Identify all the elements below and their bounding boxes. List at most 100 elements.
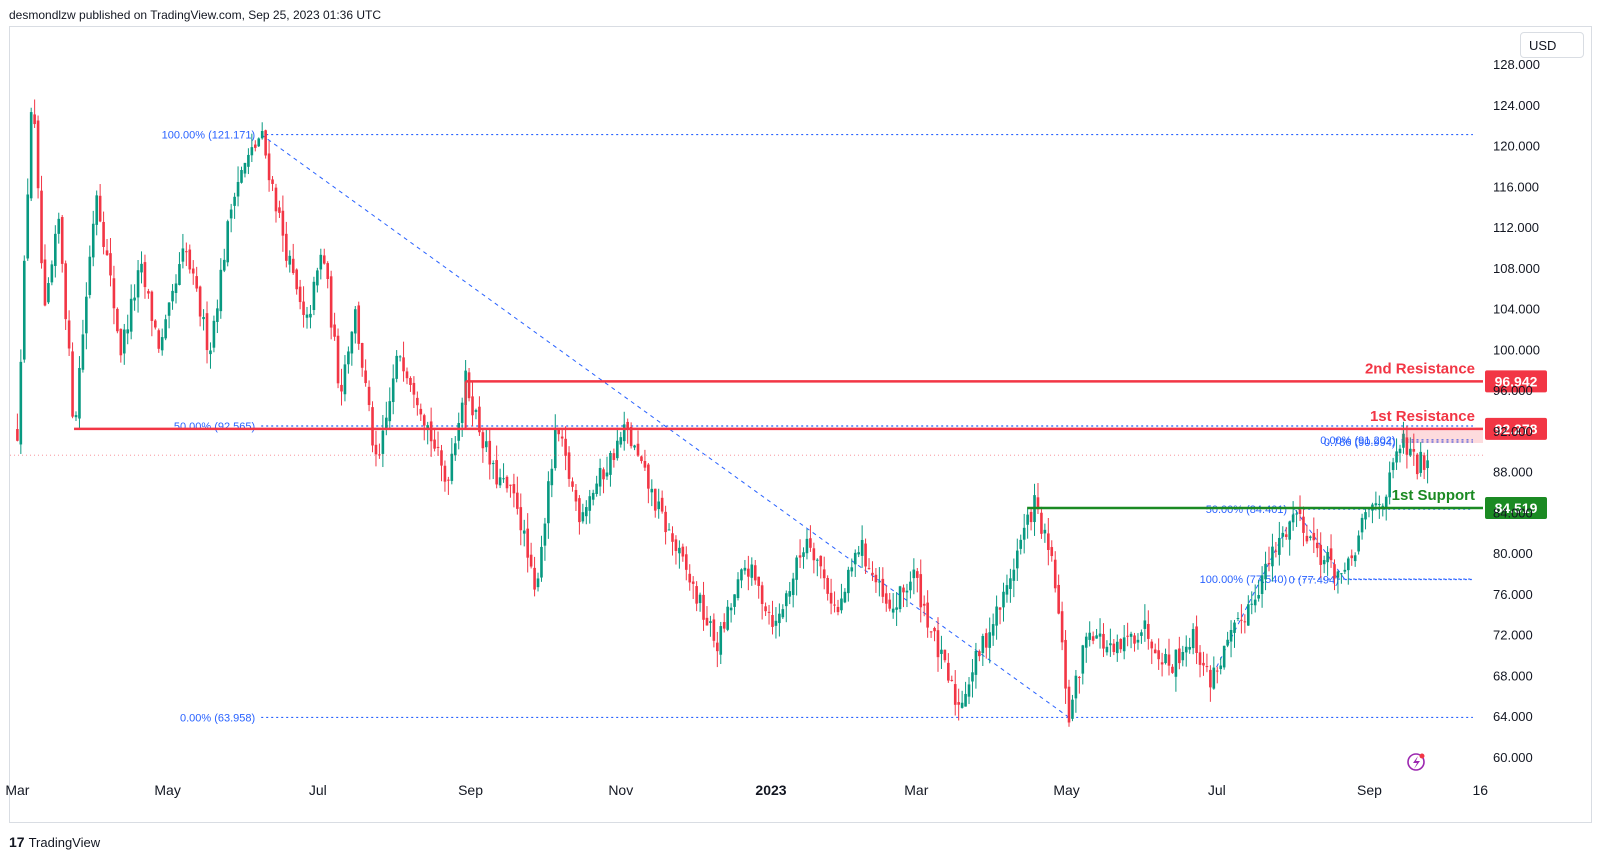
candle-body [981,635,985,654]
currency-selector[interactable]: USD [1520,32,1584,58]
candle-body [598,467,602,487]
candle-body [633,445,636,448]
candle-body [1343,569,1347,572]
candle-body [378,454,381,456]
candle-body [209,350,212,355]
x-tick-label: 16 [1473,782,1489,798]
candle-body [984,633,988,648]
candle-body [578,498,581,523]
y-tick-label: 108.000 [1493,261,1540,276]
candle-body [971,672,974,682]
candle-body [140,263,143,273]
candle-body [1084,636,1088,648]
candle-body [1164,654,1167,664]
candle-body [1353,555,1357,562]
candle-body [595,483,598,494]
candle-body [364,370,367,384]
candle-body [398,356,402,358]
candle-body [360,343,364,368]
candle-body [674,539,678,551]
x-tick-label: Mar [904,782,928,798]
candle-body [1271,546,1274,567]
candle-body [1129,633,1133,637]
price-axis[interactable]: 128.000 124.000 120.000 116.000 112.000 108.0… [1493,57,1540,765]
y-tick-label: 100.000 [1493,342,1540,357]
candle-body [1381,505,1385,507]
candle-body [650,488,654,493]
candle-body [247,154,250,167]
candle-body [316,270,319,286]
candle-body [326,263,330,279]
candle-body [667,529,671,531]
candle-body [271,179,274,184]
candle-body [1098,633,1102,637]
candle-body [1329,548,1333,561]
candle-body [95,195,98,225]
candle-body [353,309,357,334]
time-axis[interactable]: Mar May Jul Sep Nov 2023 Mar May Jul Sep 16 [5,782,1488,798]
candle-body [1122,637,1126,652]
candle-body [419,408,423,415]
candle-body [474,410,478,412]
candle-body [1409,448,1412,456]
x-tick-label: 2023 [755,782,786,798]
candle-body [729,607,733,611]
candle-body [564,438,567,456]
resistance-zone [1401,428,1483,443]
candle-body [722,622,726,629]
candle-body [298,286,302,303]
candle-body [516,492,519,509]
candle-body [1212,667,1216,689]
candle-body [736,579,740,599]
candle-body [995,606,998,626]
candle-body [202,317,205,320]
candle-body [767,611,771,613]
candle-body [509,484,512,486]
candle-body [1071,699,1074,719]
candle-body [1047,533,1050,550]
fibonacci-layer: 100.00% (121.171) 50.00% (92.565) 0.00% (6… [162,130,1473,724]
candle-body [1247,604,1250,626]
candle-body [116,308,119,332]
level-price-tag [1485,417,1547,440]
candle-body [1005,585,1009,595]
candle-body [902,587,905,593]
candle-body [691,581,695,584]
y-tick-label: 104.000 [1493,302,1540,317]
candle-body [1288,521,1291,540]
candle-body [385,417,388,430]
candle-body [812,548,816,561]
candle-body [505,476,509,489]
candle-body [940,649,943,654]
candle-body [1405,437,1409,455]
candle-body [60,217,64,264]
y-tick-label: 96.000 [1493,383,1533,398]
candle-body [1191,629,1195,649]
candle-body [1346,558,1350,571]
fib-level-label: 0.00% (63.958) [180,712,255,724]
candle-body [274,187,278,212]
candle-body [422,415,426,426]
y-tick-label: 120.000 [1493,139,1540,154]
candle-body [1384,496,1388,510]
chart-panel[interactable] [9,26,1592,823]
candle-body [285,233,288,261]
lightning-bolt-icon[interactable] [1407,753,1425,771]
y-tick-label: 116.000 [1493,179,1539,194]
candle-body [371,407,374,446]
candle-body [1378,503,1381,505]
candle-body [750,564,754,578]
candle-body [836,606,840,613]
candle-body [1036,497,1040,510]
candle-body [133,297,136,301]
candle-body [643,460,647,468]
candle-body [174,283,178,294]
candle-body [1009,578,1012,589]
candle-body [305,314,309,318]
candle-body [740,569,743,581]
candle-body [1015,550,1019,569]
candle-body [478,406,481,433]
candle-body [1184,646,1188,653]
candle-body [778,613,781,624]
